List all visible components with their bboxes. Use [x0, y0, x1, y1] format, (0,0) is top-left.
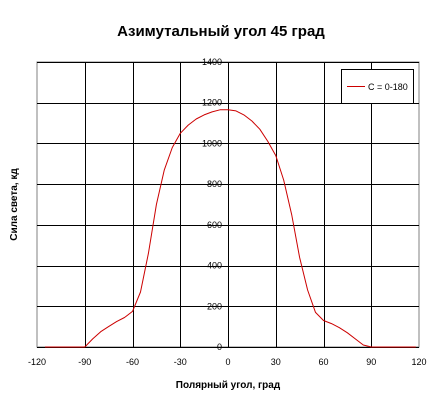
- y-tick-label: 800: [207, 179, 222, 189]
- x-tick-label: 90: [366, 357, 376, 367]
- y-tick-label: 200: [207, 301, 222, 311]
- x-tick-label: -120: [28, 357, 46, 367]
- plot-area: 0200400600800100012001400-120-90-60-3003…: [28, 57, 427, 367]
- y-tick-label: 1200: [202, 98, 222, 108]
- chart-title: Азимутальный угол 45 град: [117, 23, 325, 40]
- x-tick-label: 30: [271, 357, 281, 367]
- legend: C = 0-180: [341, 69, 414, 104]
- series-line-1: [45, 109, 416, 348]
- x-axis-title: Полярный угол, град: [176, 380, 281, 391]
- x-tick-label: 120: [411, 357, 426, 367]
- x-tick-label: -90: [78, 357, 91, 367]
- legend-label-series-1: C = 0-180: [368, 82, 408, 92]
- y-axis-title: Сила света, кд: [9, 168, 20, 241]
- y-tick-label: 400: [207, 261, 222, 271]
- x-tick-label: 60: [318, 357, 328, 367]
- y-tick-label: 1000: [202, 138, 222, 148]
- x-tick-label: 0: [225, 357, 230, 367]
- x-tick-label: -60: [126, 357, 139, 367]
- x-tick-label: -30: [174, 357, 187, 367]
- y-tick-label: 600: [207, 220, 222, 230]
- y-tick-label: 1400: [202, 57, 222, 67]
